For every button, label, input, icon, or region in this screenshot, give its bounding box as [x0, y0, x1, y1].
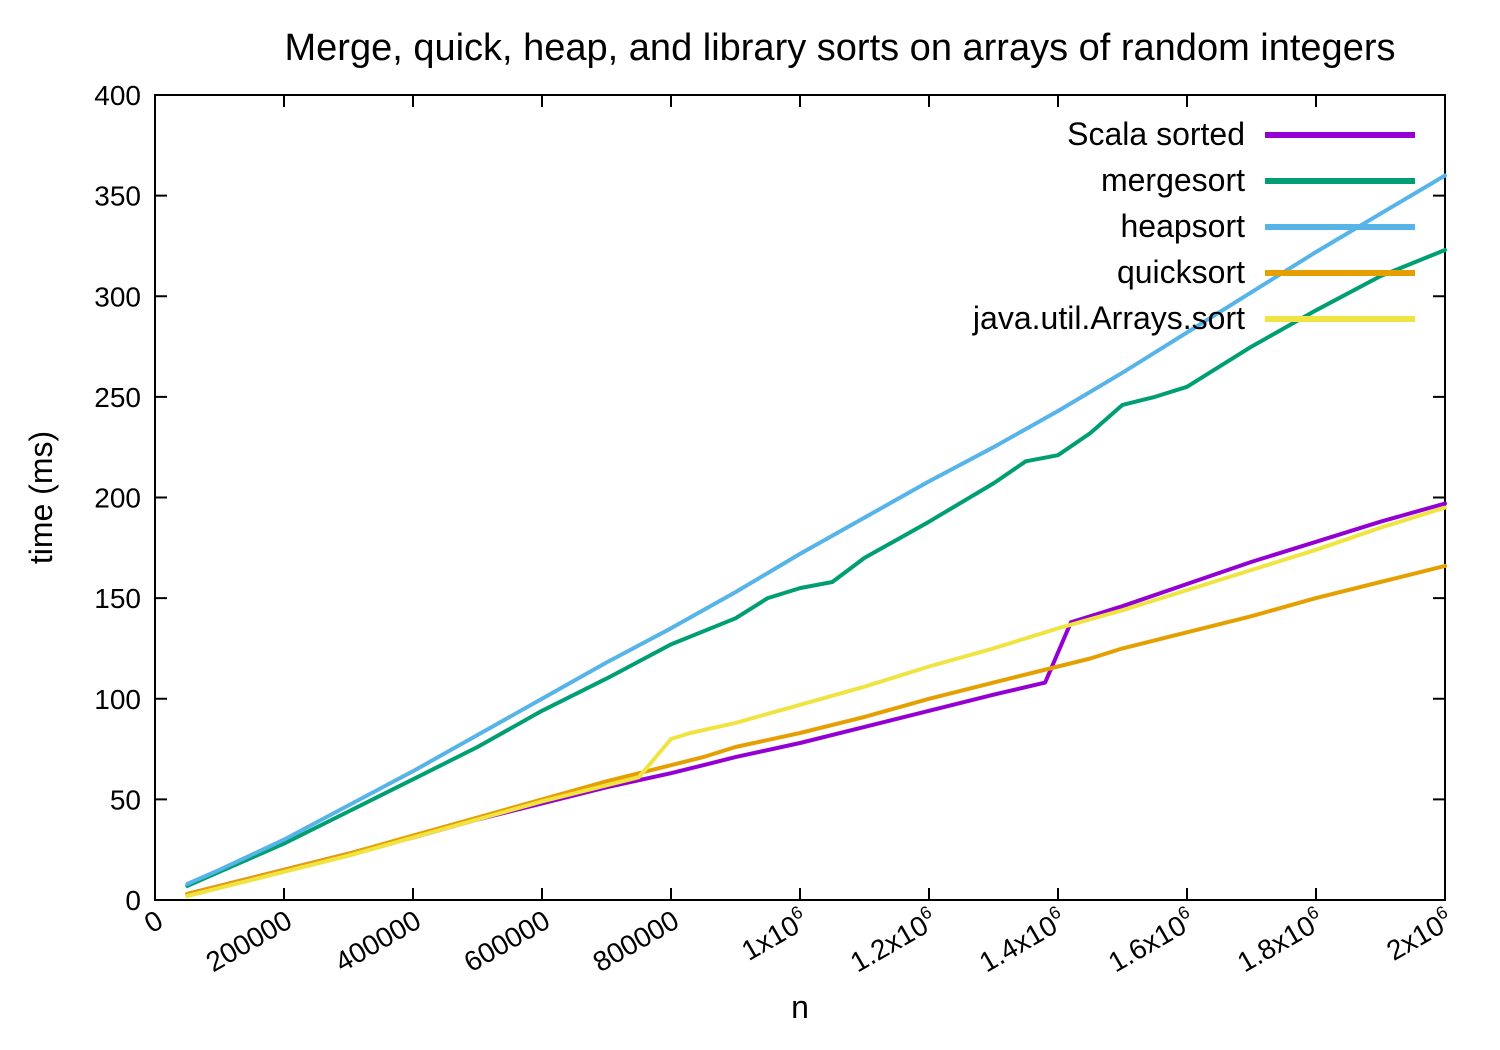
- legend-label: quicksort: [1117, 254, 1245, 290]
- y-tick-label: 100: [94, 684, 141, 715]
- y-tick-label: 300: [94, 281, 141, 312]
- y-axis-label: time (ms): [23, 431, 59, 564]
- x-axis-label: n: [791, 989, 809, 1025]
- legend-label: heapsort: [1120, 208, 1245, 244]
- chart-container: 0501001502002503003504000200000400000600…: [0, 0, 1500, 1050]
- legend-label: mergesort: [1101, 162, 1245, 198]
- y-tick-label: 350: [94, 181, 141, 212]
- chart-title: Merge, quick, heap, and library sorts on…: [285, 27, 1396, 69]
- legend-label: java.util.Arrays.sort: [972, 300, 1245, 336]
- legend-label: Scala sorted: [1067, 116, 1245, 152]
- y-tick-label: 400: [94, 80, 141, 111]
- y-tick-label: 200: [94, 483, 141, 514]
- y-tick-label: 150: [94, 583, 141, 614]
- y-tick-label: 50: [110, 784, 141, 815]
- y-tick-label: 250: [94, 382, 141, 413]
- sort-performance-chart: 0501001502002503003504000200000400000600…: [0, 0, 1500, 1050]
